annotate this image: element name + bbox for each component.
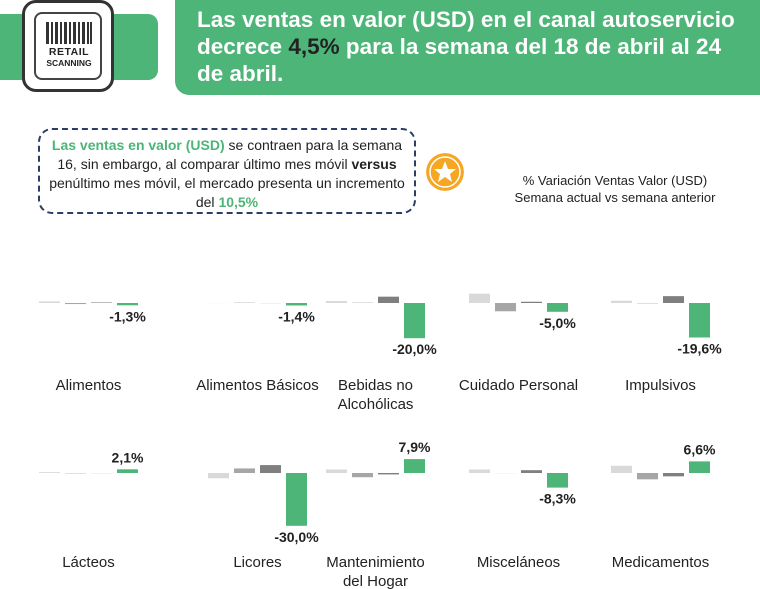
callout-highlight-2: 10,5%: [218, 194, 259, 210]
title-banner: Las ventas en valor (USD) en el canal au…: [175, 0, 760, 95]
bar-1: [469, 293, 490, 303]
bar-1: [611, 465, 632, 473]
value-label: -1,4%: [278, 308, 315, 324]
retail-scanning-logo: RETAIL SCANNING: [22, 0, 114, 92]
bar-4: [689, 303, 710, 338]
bar-1: [39, 301, 60, 303]
bar-4: [689, 461, 710, 473]
subtitle-line-1: % Variación Ventas Valor (USD): [522, 173, 708, 188]
bar-1: [469, 469, 490, 473]
bar-1: [39, 472, 60, 473]
bar-3: [378, 296, 399, 303]
title-highlight: 4,5%: [288, 34, 340, 59]
page-title: Las ventas en valor (USD) en el canal au…: [197, 6, 746, 87]
bar-3: [521, 301, 542, 303]
category-label: Alimentos Básicos: [196, 377, 319, 394]
callout-text-2: penúltimo mes móvil, el mercado presenta…: [49, 175, 405, 210]
bar-1: [326, 469, 347, 473]
value-label: -5,0%: [539, 315, 576, 331]
bar-4: [286, 303, 307, 306]
bar-4: [404, 459, 425, 473]
category-label: Impulsivos: [625, 377, 696, 394]
bar-2: [234, 468, 255, 473]
value-label: -20,0%: [392, 341, 437, 357]
bar-2: [637, 473, 658, 480]
bar-1: [208, 473, 229, 479]
logo-text-scanning: SCANNING: [46, 58, 92, 68]
bar-3: [378, 473, 399, 475]
logo-inner-frame: RETAIL SCANNING: [34, 12, 102, 80]
bar-2: [65, 303, 86, 305]
category-label: Misceláneos: [477, 554, 560, 571]
callout-box: Las ventas en valor (USD) se contraen pa…: [38, 128, 416, 214]
category-label: Licores: [233, 554, 281, 571]
value-label: -30,0%: [274, 529, 319, 545]
category-label: Mantenimiento: [326, 554, 424, 571]
bar-4: [547, 473, 568, 488]
category-label: Alcohólicas: [338, 396, 414, 413]
chart-subtitle: % Variación Ventas Valor (USD) Semana ac…: [470, 172, 760, 206]
star-icon: [426, 153, 464, 191]
bar-4: [286, 473, 307, 526]
bar-3: [663, 296, 684, 303]
bar-1: [611, 300, 632, 303]
value-label: 2,1%: [112, 449, 144, 465]
bar-1: [326, 301, 347, 303]
callout-highlight-1: Las ventas en valor (USD): [51, 137, 225, 153]
category-label: Medicamentos: [612, 554, 710, 571]
value-label: 7,9%: [399, 439, 431, 455]
callout-bold: versus: [351, 156, 397, 172]
bar-4: [404, 303, 425, 339]
category-label: Alimentos: [56, 377, 122, 394]
value-label: -19,6%: [677, 340, 722, 356]
bar-4: [117, 303, 138, 306]
title-text: Las ventas en valor (USD) en el canal au…: [197, 7, 735, 59]
barcode-icon: [46, 22, 92, 44]
value-label: -1,3%: [109, 308, 146, 324]
bar-3: [663, 473, 684, 477]
value-label: -8,3%: [539, 491, 576, 507]
bar-3: [521, 470, 542, 473]
category-label: Cuidado Personal: [459, 377, 578, 394]
bar-3: [260, 465, 281, 473]
bar-2: [495, 303, 516, 312]
category-label: Bebidas no: [338, 377, 413, 394]
category-label: Lácteos: [62, 554, 115, 571]
value-label: 6,6%: [684, 441, 716, 457]
callout-text-1: se contraen para la semana 16, sin embar…: [57, 137, 403, 172]
logo-text-retail: RETAIL: [48, 46, 90, 58]
title-text-end: para la semana del 18 de abril al 24 de …: [197, 34, 722, 86]
bar-4: [547, 303, 568, 312]
bar-3: [91, 302, 112, 303]
category-label: del Hogar: [343, 573, 408, 589]
subtitle-line-2: Semana actual vs semana anterior: [514, 190, 716, 205]
bar-4: [117, 469, 138, 473]
bar-2: [352, 473, 373, 478]
